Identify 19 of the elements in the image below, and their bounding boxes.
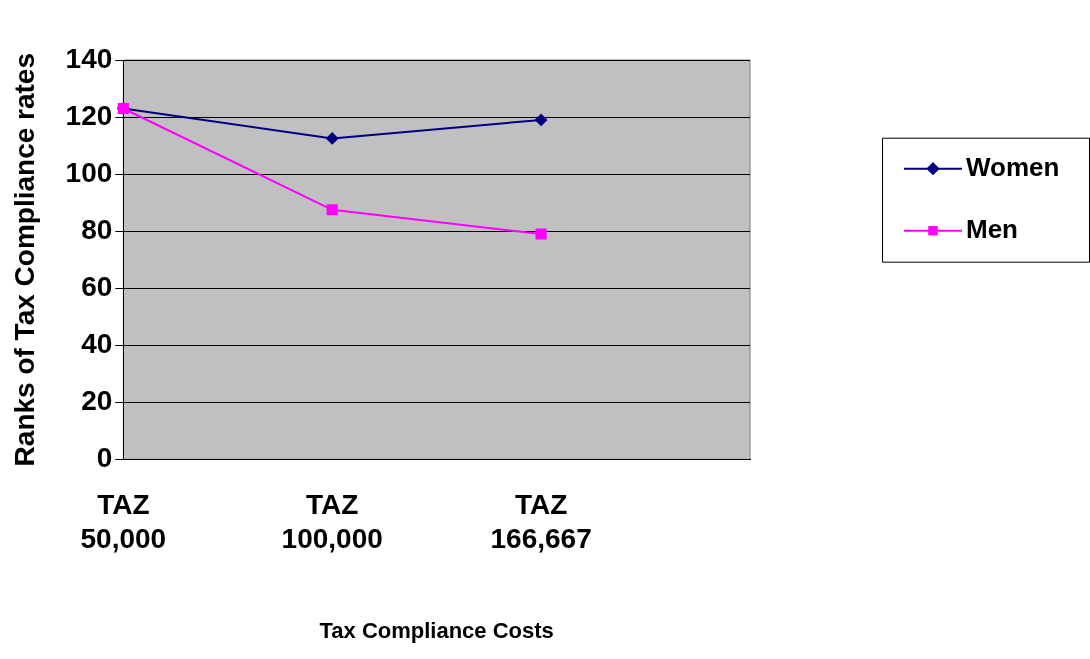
y-tick-label: 40 <box>81 328 113 359</box>
point <box>326 204 338 216</box>
y-tick-label: 120 <box>65 99 113 131</box>
y-tick-label: 20 <box>81 385 113 417</box>
legend-label: Men <box>966 213 1018 244</box>
point <box>535 228 547 240</box>
y-tick-label: 0 <box>96 442 113 474</box>
y-tick-label: 100 <box>65 156 113 188</box>
point <box>326 132 339 145</box>
x-tick-label: TAZ 50,000 <box>80 488 167 554</box>
y-tick-label: 60 <box>81 270 113 302</box>
y-tick-label: 140 <box>65 42 113 74</box>
x-axis-title: Tax Compliance Costs <box>319 617 554 643</box>
legend-label: Women <box>966 151 1060 182</box>
y-tick-label: 80 <box>81 213 113 245</box>
point <box>535 113 548 126</box>
y-axis-title: Ranks of Tax Compliance rates <box>8 53 40 467</box>
x-tick-label: TAZ 166,667 <box>490 488 592 554</box>
x-tick-label: TAZ 100,000 <box>281 488 383 554</box>
